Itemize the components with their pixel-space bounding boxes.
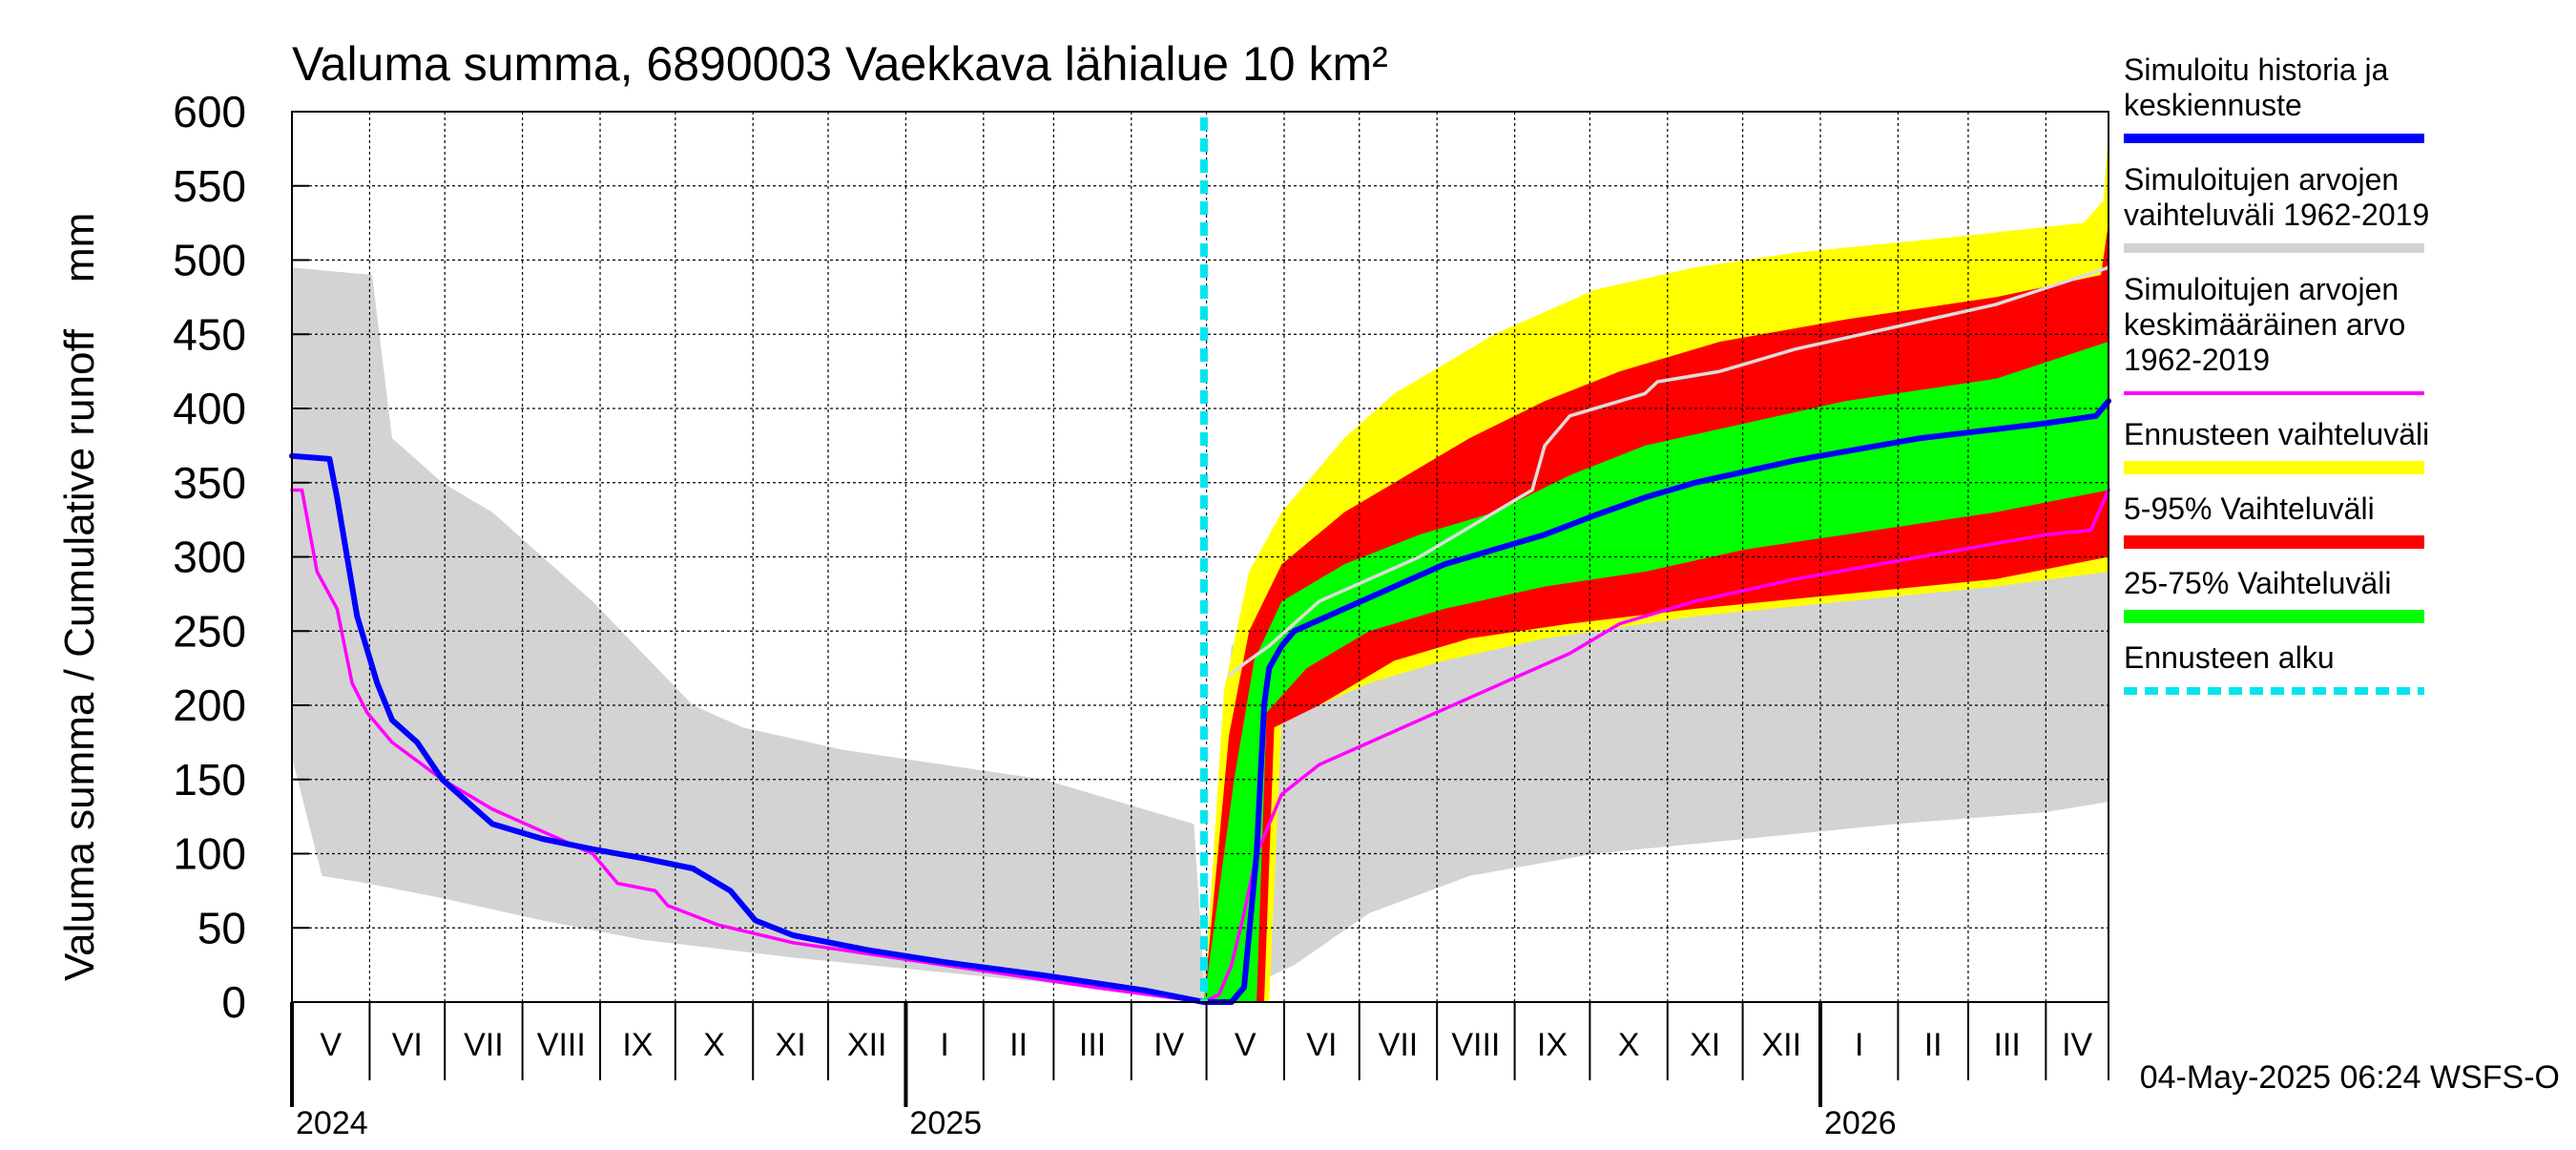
chart-title: Valuma summa, 6890003 Vaekkava lähialue … bbox=[292, 37, 1388, 91]
month-label-9: II bbox=[1009, 1027, 1028, 1063]
month-label-5: X bbox=[703, 1027, 725, 1063]
month-label-15: VIII bbox=[1451, 1027, 1500, 1063]
month-label-7: XII bbox=[847, 1027, 887, 1063]
month-label-2: VII bbox=[464, 1027, 504, 1063]
y-tick-label-450: 450 bbox=[173, 309, 246, 359]
y-tick-label-250: 250 bbox=[173, 606, 246, 656]
y-tick-label-600: 600 bbox=[173, 87, 246, 136]
year-label-2024: 2024 bbox=[296, 1105, 368, 1141]
y-axis-label: Valuma summa / Cumulative runoff mm bbox=[56, 213, 103, 981]
legend-label-1-1: vaihteluväli 1962-2019 bbox=[2124, 198, 2429, 232]
month-label-23: IV bbox=[2062, 1027, 2092, 1063]
legend-label-2-0: Simuloitujen arvojen bbox=[2124, 272, 2399, 306]
month-label-4: IX bbox=[622, 1027, 653, 1063]
month-label-14: VII bbox=[1379, 1027, 1419, 1063]
y-tick-label-200: 200 bbox=[173, 680, 246, 730]
month-label-12: V bbox=[1235, 1027, 1257, 1063]
month-label-8: I bbox=[940, 1027, 948, 1063]
month-label-16: IX bbox=[1537, 1027, 1568, 1063]
month-label-1: VI bbox=[392, 1027, 423, 1063]
band-25-75-vaihteluv-li bbox=[1203, 342, 2109, 1002]
grid-layer bbox=[292, 112, 2109, 1002]
legend-label-0-1: keskiennuste bbox=[2124, 88, 2302, 122]
month-label-17: X bbox=[1618, 1027, 1640, 1063]
legend-label-5-0: 25-75% Vaihteluväli bbox=[2124, 566, 2391, 600]
month-label-18: XI bbox=[1690, 1027, 1720, 1063]
y-tick-label-0: 0 bbox=[221, 977, 246, 1027]
month-label-6: XI bbox=[776, 1027, 806, 1063]
year-label-2025: 2025 bbox=[909, 1105, 982, 1141]
y-tick-label-500: 500 bbox=[173, 236, 246, 285]
y-tick-label-400: 400 bbox=[173, 384, 246, 433]
series-simuloitu-historia-ja-keskiennuste bbox=[289, 398, 2111, 1005]
legend-label-1-0: Simuloitujen arvojen bbox=[2124, 162, 2399, 197]
month-label-21: II bbox=[1924, 1027, 1942, 1063]
timestamp: 04-May-2025 06:24 WSFS-O bbox=[2140, 1059, 2560, 1096]
year-label-2026: 2026 bbox=[1824, 1105, 1897, 1141]
legend-label-3-0: Ennusteen vaihteluväli bbox=[2124, 417, 2429, 451]
month-label-11: IV bbox=[1153, 1027, 1184, 1063]
month-label-3: VIII bbox=[537, 1027, 586, 1063]
month-label-19: XII bbox=[1761, 1027, 1801, 1063]
legend-label-6-0: Ennusteen alku bbox=[2124, 640, 2335, 675]
y-tick-label-550: 550 bbox=[173, 161, 246, 211]
month-label-13: VI bbox=[1306, 1027, 1337, 1063]
y-tick-label-150: 150 bbox=[173, 755, 246, 805]
month-label-0: V bbox=[320, 1027, 342, 1063]
y-tick-label-350: 350 bbox=[173, 458, 246, 508]
month-label-10: III bbox=[1079, 1027, 1106, 1063]
month-label-20: I bbox=[1855, 1027, 1863, 1063]
legend-label-2-2: 1962-2019 bbox=[2124, 343, 2270, 377]
legend-label-2-1: keskimääräinen arvo bbox=[2124, 307, 2405, 342]
series-simuloitu-historia-harmaa bbox=[1227, 265, 2110, 678]
month-label-22: III bbox=[1993, 1027, 2020, 1063]
legend-label-4-0: 5-95% Vaihteluväli bbox=[2124, 491, 2375, 526]
y-tick-label-100: 100 bbox=[173, 829, 246, 879]
y-tick-label-300: 300 bbox=[173, 533, 246, 582]
legend-label-0-0: Simuloitu historia ja bbox=[2124, 52, 2389, 87]
y-tick-label-50: 50 bbox=[197, 903, 246, 952]
